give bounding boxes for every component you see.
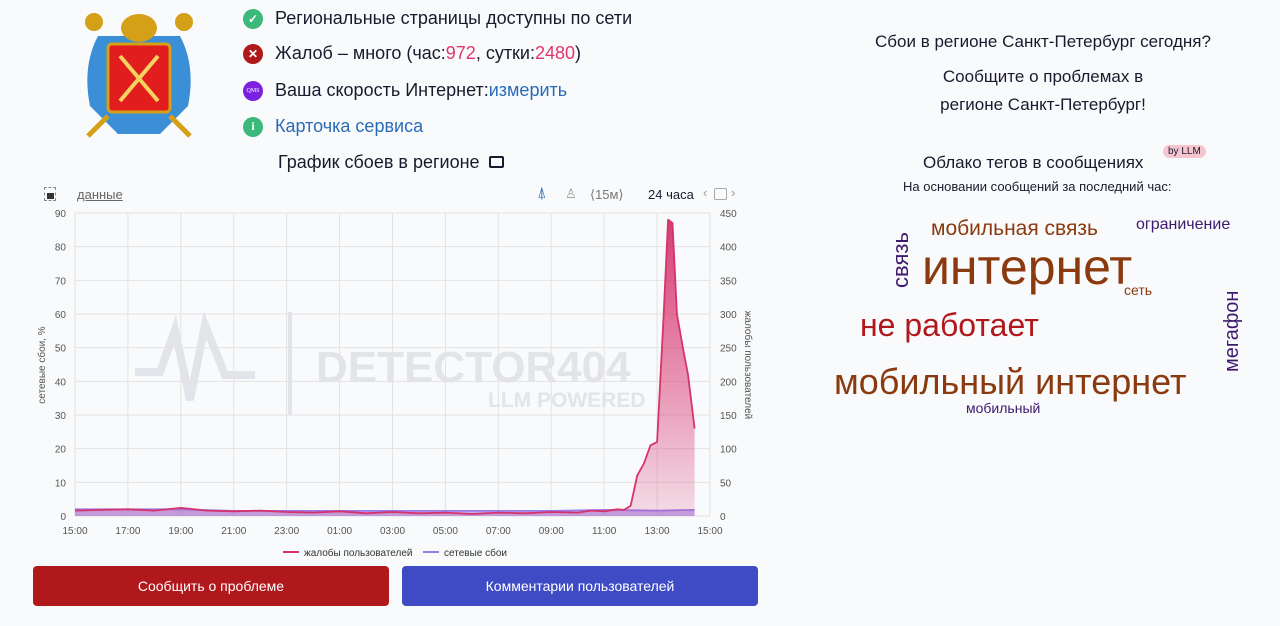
tag-word[interactable]: связь [888,232,913,288]
tag-word[interactable]: ограничение [1136,216,1231,233]
tag-word[interactable]: мобильный интернет [834,361,1187,402]
check-icon: ✓ [243,8,263,29]
x-tick-label: 13:00 [645,526,670,537]
status-service-card: i Карточка сервиса [243,116,423,137]
graph-title: График сбоев в регионе [278,152,504,173]
y-right-tick-label: 200 [720,377,737,388]
user-icon[interactable]: ♙ [565,186,577,201]
status-complaints: ✕ Жалоб – много (час: 972, сутки: 2480) [243,43,581,64]
y-right-tick-label: 250 [720,344,737,355]
y-left-tick-label: 70 [55,276,67,287]
monitor-icon[interactable] [488,156,504,168]
y-right-axis-label: жалобы пользователей [742,311,754,420]
chart-type-icon[interactable]: ⍋ [537,185,547,202]
tag-cloud-title: Облако тегов в сообщениях [923,153,1144,172]
y-right-tick-label: 0 [720,512,726,523]
x-tick-label: 05:00 [433,526,458,537]
y-left-tick-label: 20 [55,445,67,456]
screenshot-icon[interactable] [44,187,56,201]
y-left-tick-label: 10 [55,478,67,489]
user-comments-button[interactable]: Комментарии пользователей [402,566,758,606]
y-right-tick-label: 100 [720,445,737,456]
period-label: 24 часа [648,187,694,202]
service-card-link[interactable]: Карточка сервиса [275,116,424,136]
y-right-tick-label: 50 [720,478,732,489]
y-right-tick-label: 400 [720,243,737,254]
series-line-right [74,218,696,515]
y-left-tick-label: 80 [55,243,67,254]
info-icon: i [243,116,263,137]
coat-of-arms-logo [85,13,193,138]
next-period-icon[interactable]: › [731,185,736,200]
y-left-tick-label: 60 [55,310,67,321]
y-right-tick-label: 300 [720,310,737,321]
tag-word[interactable]: не работает [860,307,1039,343]
x-tick-label: 23:00 [274,526,299,537]
y-right-tick-label: 150 [720,411,737,422]
y-right-tick-label: 450 [720,209,737,220]
data-link[interactable]: данные [77,187,123,202]
legend-label: жалобы пользователей [304,547,413,559]
status-pages-available: ✓ Региональные страницы доступны по сети [243,8,632,29]
x-tick-label: 21:00 [221,526,246,537]
y-left-tick-label: 0 [60,512,66,523]
tag-word[interactable]: мобильная связь [931,217,1098,240]
interval-selector[interactable]: ⟨15м⟩ [590,187,624,202]
x-tick-label: 09:00 [539,526,564,537]
status-speed: QMS Ваша скорость Интернет: измерить [243,80,567,101]
watermark-subtext: LLM POWERED [488,389,646,412]
x-tick-label: 03:00 [380,526,405,537]
x-tick-label: 15:00 [62,526,87,537]
prev-period-icon[interactable]: ‹ [703,185,708,200]
x-tick-label: 07:00 [486,526,511,537]
qms-icon: QMS [243,80,263,101]
legend-label: сетевые сбои [444,547,507,559]
y-left-tick-label: 90 [55,209,67,220]
report-line-2: регионе Санкт-Петербург! [940,95,1146,114]
calendar-icon[interactable] [714,188,727,200]
report-problem-button[interactable]: Сообщить о проблеме [33,566,389,606]
tag-word[interactable]: сеть [1124,282,1153,298]
llm-badge: by LLM [1163,145,1206,158]
y-left-tick-label: 30 [55,411,67,422]
y-left-axis-label: сетевые сбои, % [36,326,48,404]
region-question: Сбои в регионе Санкт-Петербург сегодня? [875,32,1211,51]
y-right-tick-label: 350 [720,276,737,287]
tag-cloud-subtitle: На основании сообщений за последний час: [903,179,1172,194]
watermark-text: DETECTOR404 [316,343,631,392]
x-tick-label: 15:00 [697,526,722,537]
tag-word[interactable]: интернет [922,239,1133,295]
x-tick-label: 01:00 [327,526,352,537]
report-line-1: Сообщите о проблемах в [942,67,1144,86]
y-left-tick-label: 40 [55,377,67,388]
tag-word[interactable]: мегафон [1221,290,1243,372]
speed-measure-link[interactable]: измерить [488,80,568,100]
x-tick-label: 17:00 [115,526,140,537]
y-left-tick-label: 50 [55,344,67,355]
x-tick-label: 19:00 [168,526,193,537]
error-x-icon: ✕ [243,43,263,64]
watermark-logo [135,311,255,401]
tag-word[interactable]: мобильный [966,400,1041,416]
x-tick-label: 11:00 [592,526,617,537]
